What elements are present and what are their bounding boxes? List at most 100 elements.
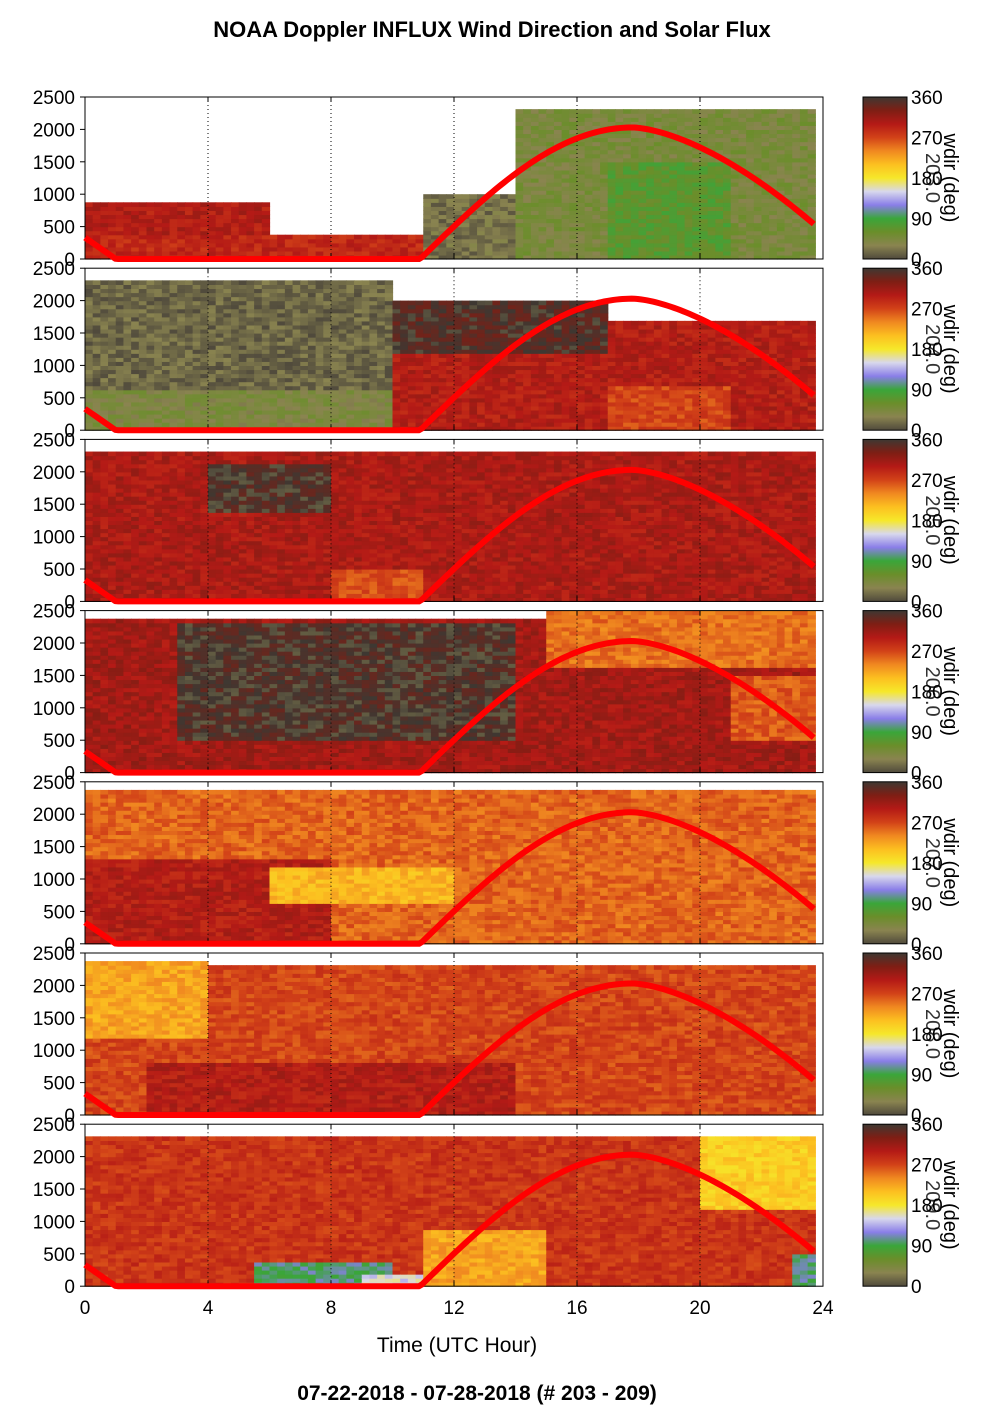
heatmap-cell xyxy=(92,369,101,375)
heatmap-cell xyxy=(746,165,755,171)
heatmap-cell xyxy=(638,145,647,151)
heatmap-cell xyxy=(400,381,409,387)
heatmap-cell xyxy=(738,178,747,183)
heatmap-cell xyxy=(807,254,816,260)
heatmap-cell xyxy=(346,292,355,298)
heatmap-cell xyxy=(684,426,693,431)
heatmap-cell xyxy=(546,246,555,252)
heatmap-cell xyxy=(331,288,340,294)
heatmap-cell xyxy=(561,222,570,228)
heatmap-cell xyxy=(192,401,201,407)
heatmap-cell xyxy=(430,341,440,346)
heatmap-cell xyxy=(730,353,740,358)
heatmap-cell xyxy=(85,337,94,342)
heatmap-cell xyxy=(753,109,763,114)
heatmap-cell xyxy=(208,397,217,403)
heatmap-cell xyxy=(454,405,463,411)
heatmap-cell xyxy=(377,284,386,290)
heatmap-cell xyxy=(692,246,701,252)
heatmap-cell xyxy=(323,349,332,354)
heatmap-cell xyxy=(723,206,732,211)
heatmap-cell xyxy=(315,316,324,322)
heatmap-cell xyxy=(692,373,701,379)
heatmap-cell xyxy=(500,312,509,318)
heatmap-cell xyxy=(392,422,401,427)
heatmap-cell xyxy=(123,304,132,310)
heatmap-cell xyxy=(577,405,586,411)
heatmap-cell xyxy=(392,238,401,244)
heatmap-cell xyxy=(161,389,171,395)
heatmap-cell xyxy=(423,369,432,375)
heatmap-cell xyxy=(546,194,555,199)
heatmap-cell xyxy=(623,169,632,175)
heatmap-cell xyxy=(261,218,271,224)
heatmap-cell xyxy=(469,381,478,387)
heatmap-cell xyxy=(477,304,486,310)
heatmap-cell xyxy=(630,422,640,427)
heatmap-cell xyxy=(115,349,125,354)
heatmap-cell xyxy=(530,320,540,326)
heatmap-cell xyxy=(331,393,340,399)
heatmap-cell xyxy=(477,422,486,427)
heatmap-cell xyxy=(607,381,617,387)
heatmap-cell xyxy=(430,345,440,350)
heatmap-cell xyxy=(238,405,248,411)
heatmap-cell xyxy=(738,393,747,399)
heatmap-cell xyxy=(723,234,732,240)
heatmap-cell xyxy=(430,353,440,358)
heatmap-cell xyxy=(407,377,417,383)
heatmap-cell xyxy=(669,357,678,362)
heatmap-cell xyxy=(377,353,386,358)
heatmap-cell xyxy=(369,300,378,306)
heatmap-cell xyxy=(131,202,140,207)
heatmap-cell xyxy=(500,198,509,203)
heatmap-cell xyxy=(461,230,470,236)
heatmap-cell xyxy=(115,369,125,375)
heatmap-cell xyxy=(738,328,747,334)
heatmap-cell xyxy=(492,422,501,427)
heatmap-cell xyxy=(400,393,409,399)
heatmap-cell xyxy=(715,381,724,387)
heatmap-cell xyxy=(600,186,609,191)
heatmap-cell xyxy=(730,157,740,163)
heatmap-cell xyxy=(392,393,401,399)
heatmap-cell xyxy=(484,202,494,207)
heatmap-cell xyxy=(369,246,378,252)
heatmap-cell xyxy=(646,333,655,338)
heatmap-cell xyxy=(177,409,186,415)
heatmap-cell xyxy=(692,109,701,114)
heatmap-cell xyxy=(615,349,624,354)
heatmap-cell xyxy=(184,345,194,350)
heatmap-cell xyxy=(415,349,424,354)
heatmap-cell xyxy=(454,333,463,338)
heatmap-cell xyxy=(546,304,555,310)
heatmap-cell xyxy=(200,418,209,423)
heatmap-cell xyxy=(600,133,609,139)
heatmap-cell xyxy=(776,226,786,232)
heatmap-cell xyxy=(361,300,371,306)
heatmap-cell xyxy=(423,206,432,211)
heatmap-cell xyxy=(569,300,578,306)
heatmap-cell xyxy=(669,161,678,167)
heatmap-cell xyxy=(676,381,686,387)
heatmap-cell xyxy=(484,333,494,338)
heatmap-cell xyxy=(676,238,686,244)
heatmap-cell xyxy=(669,145,678,151)
heatmap-cell xyxy=(730,397,740,403)
heatmap-cell xyxy=(292,308,301,314)
colorbar-tick-label: 270 xyxy=(911,129,943,150)
heatmap-cell xyxy=(307,300,317,306)
heatmap-cell xyxy=(592,218,601,224)
heatmap-cell xyxy=(530,194,540,199)
heatmap-cell xyxy=(115,333,125,338)
heatmap-cell xyxy=(530,137,540,143)
heatmap-cell xyxy=(630,178,640,183)
heatmap-cell xyxy=(700,113,709,118)
heatmap-cell xyxy=(100,238,109,244)
heatmap-cell xyxy=(177,316,186,322)
heatmap-cell xyxy=(507,250,517,256)
heatmap-cell xyxy=(484,377,494,383)
heatmap-cell xyxy=(638,365,647,371)
heatmap-cell xyxy=(592,226,601,232)
heatmap-cell xyxy=(269,308,278,314)
